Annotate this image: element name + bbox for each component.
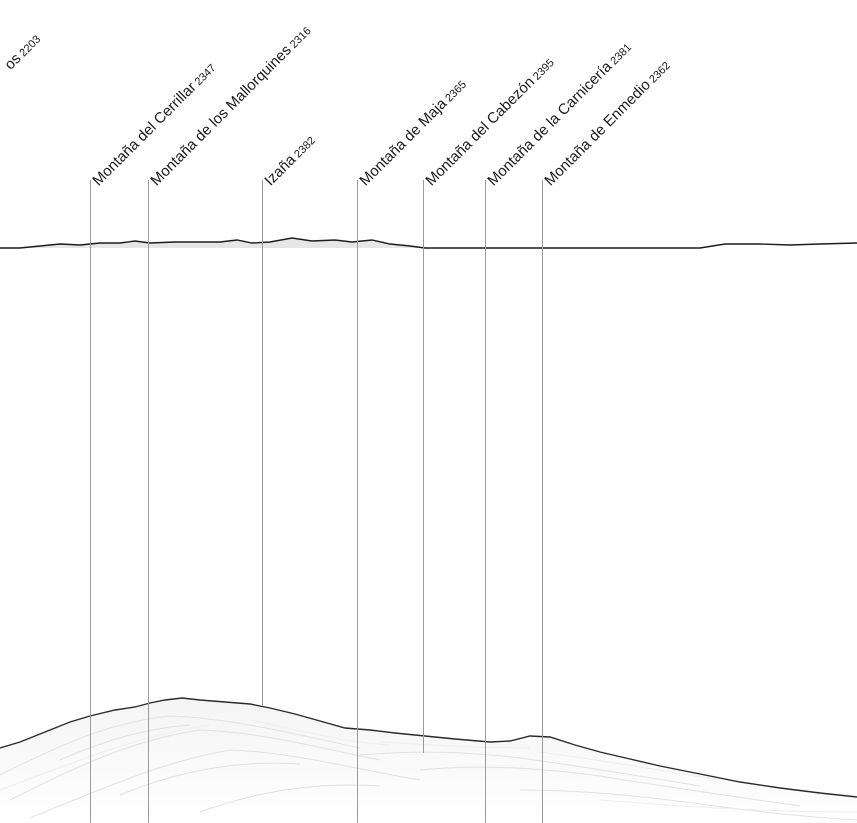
far-ridge-shade — [0, 238, 857, 248]
terrain-texture — [0, 715, 857, 821]
peak-line-cerrillar — [90, 180, 91, 823]
terrain-texture-light — [0, 719, 857, 813]
far-ridge-line — [0, 237, 857, 249]
peak-line-cabezon — [423, 180, 424, 753]
peak-line-enmedio — [542, 180, 543, 823]
peak-line-mallorquines — [148, 180, 149, 823]
near-terrain-fill — [0, 698, 857, 823]
peak-line-maja — [357, 180, 358, 823]
peak-line-izana — [262, 180, 263, 705]
peak-line-carniceria — [485, 180, 486, 823]
